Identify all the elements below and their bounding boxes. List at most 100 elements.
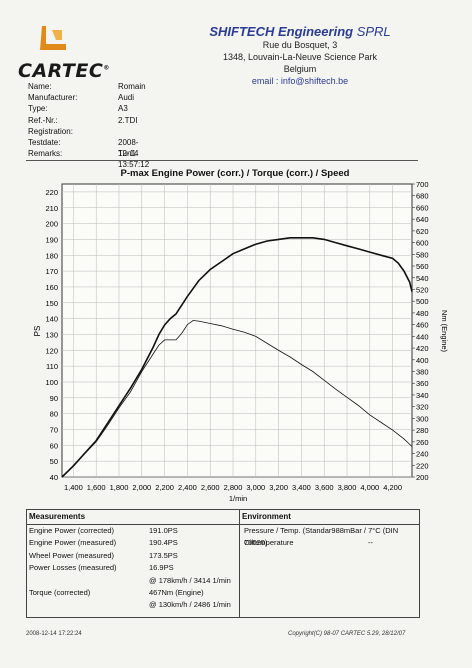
vehicle-info-value: Romain <box>118 82 146 91</box>
y-right-tick-label: 680 <box>416 192 429 201</box>
y-axis-right-label: Nm (Engine) <box>440 310 449 353</box>
environment-value: -- <box>368 538 373 548</box>
company-email: email : info@shiftech.be <box>251 76 349 86</box>
y-right-tick-label: 300 <box>416 414 429 423</box>
vehicle-info-label: Manufacturer: <box>28 93 78 103</box>
y-axis-left-label: PS <box>33 326 42 337</box>
results-table: Measurements Engine Power (corrected) 191… <box>26 509 420 618</box>
measurement-value: 16.9PS <box>149 563 174 573</box>
vehicle-info-value: A3 <box>118 104 128 114</box>
y-left-tick-label: 190 <box>45 235 58 244</box>
measurement-label: Engine Power (corrected) <box>29 526 115 535</box>
y-left-tick-label: 50 <box>50 457 58 466</box>
environment-row: Pressure / Temp. (Standar988mBar / 7°C (… <box>240 525 419 547</box>
environment-panel: Environment Pressure / Temp. (Standar988… <box>240 510 419 617</box>
cartec-logo-icon <box>40 26 66 50</box>
y-left-tick-label: 120 <box>45 346 58 355</box>
y-left-tick-label: 40 <box>50 473 58 482</box>
y-left-tick-label: 170 <box>45 267 58 276</box>
dyno-chart: 1,400 1,600 1,800 2,000 2,200 2,400 2,600 2,800… <box>33 180 449 503</box>
y-right-tick-label: 360 <box>416 379 429 388</box>
copyright: Copyright(C) 98-07 CARTEC 5.29, 28/12/07 <box>288 631 406 637</box>
y-left-tick-label: 210 <box>45 204 58 213</box>
environment-label: Pressure / Temp. (Standar988mBar / 7°C (… <box>244 526 399 548</box>
x-tick-label: 2,200 <box>155 483 174 492</box>
measurement-row: Engine Power (corrected) 191.0PS <box>27 525 239 537</box>
x-tick-label: 3,600 <box>315 483 334 492</box>
x-tick-label: 1,400 <box>64 483 83 492</box>
y-right-tick-label: 460 <box>416 321 429 330</box>
x-tick-label: 2,600 <box>201 483 220 492</box>
x-tick-label: 2,000 <box>132 483 151 492</box>
vehicle-info-value: 2.TDI <box>118 115 138 125</box>
y-left-tick-label: 220 <box>45 188 58 197</box>
measurement-row: Torque (corrected) 467Nm (Engine) <box>27 587 239 599</box>
torque-curve <box>61 320 413 478</box>
y-right-tick-label: 700 <box>416 180 429 189</box>
y-left-tick-label: 200 <box>45 220 58 229</box>
measurement-value: @ 178km/h / 3414 1/min <box>149 575 231 585</box>
measurement-row: @ 130km/h / 2486 1/min <box>27 599 239 611</box>
y-left-tick-label: 160 <box>45 283 58 292</box>
y-right-tick-label: 620 <box>416 227 429 236</box>
vehicle-info-label: Name: <box>28 82 52 91</box>
divider <box>26 160 418 161</box>
y-right-tick-label: 540 <box>416 274 429 283</box>
x-axis-label: 1/min <box>229 494 247 503</box>
x-tick-label: 4,000 <box>360 483 379 492</box>
measurement-value: @ 130km/h / 2486 1/min <box>149 600 231 610</box>
y-right-tick-label: 400 <box>416 356 429 365</box>
y-right-tick-label: 520 <box>416 285 429 294</box>
measurement-label: Engine Power (measured) <box>29 538 117 548</box>
measurement-row: Wheel Power (measured) 173.5PS <box>27 550 239 562</box>
y-right-tick-label: 480 <box>416 309 429 318</box>
measurements-panel: Measurements Engine Power (corrected) 191… <box>27 510 240 617</box>
vehicle-info-label: Remarks: <box>28 149 63 159</box>
company-address-1: Rue du Bosquet, 3 <box>262 40 338 50</box>
y-right-tick-label: 340 <box>416 391 429 400</box>
vehicle-info-label: Registration: <box>28 126 73 136</box>
environment-header: Environment <box>240 510 419 525</box>
chart-title: P-max Engine Power (corr.) / Torque (cor… <box>120 168 350 179</box>
company-address-2: 1348, Louvain-La-Neuve Science Park <box>222 52 378 62</box>
x-tick-label: 3,000 <box>246 483 265 492</box>
measurement-value: 467Nm (Engine) <box>149 587 204 597</box>
y-left-tick-label: 60 <box>50 441 58 450</box>
environment-label: Oiltemperature <box>244 538 294 548</box>
y-right-tick-label: 660 <box>416 203 429 212</box>
measurement-row: Engine Power (measured) 190.4PS <box>27 537 239 549</box>
x-tick-label: 2,400 <box>178 483 197 492</box>
measurement-label: Power Losses (measured) <box>29 563 117 573</box>
company-header: SHIFTECH Engineering SPRL Rue du Bosquet… <box>150 24 450 87</box>
y-right-tick-label: 420 <box>416 344 429 353</box>
y-right-tick-label: 560 <box>416 262 429 271</box>
y-right-tick-label: 440 <box>416 332 429 341</box>
y-left-tick-label: 80 <box>50 410 58 419</box>
measurement-value: 173.5PS <box>149 550 178 560</box>
vehicle-info-label: Testdate: <box>28 137 61 147</box>
measurement-label: Wheel Power (measured) <box>29 550 115 560</box>
y-left-tick-label: 130 <box>45 330 58 339</box>
y-right-tick-label: 600 <box>416 239 429 248</box>
y-left-tick-label: 90 <box>50 394 58 403</box>
power-curve <box>61 237 413 478</box>
y-right-tick-label: 380 <box>416 368 429 377</box>
y-left-tick-label: 100 <box>45 378 58 387</box>
measurement-row: @ 178km/h / 3414 1/min <box>27 575 239 587</box>
y-left-tick-label: 70 <box>50 425 58 434</box>
x-tick-label: 3,800 <box>338 483 357 492</box>
y-right-tick-label: 240 <box>416 450 429 459</box>
y-right-tick-label: 260 <box>416 438 429 447</box>
company-name: SHIFTECH Engineering SPRL <box>209 24 391 39</box>
vehicle-info-value: 2008-12-14 13:57:12 <box>118 137 150 170</box>
vehicle-info-label: Type: <box>28 104 48 114</box>
y-left-tick-label: 150 <box>45 299 58 308</box>
x-tick-label: 1,800 <box>110 483 129 492</box>
x-tick-label: 4,200 <box>383 483 402 492</box>
measurement-value: 191.0PS <box>149 526 178 535</box>
y-left-tick-label: 140 <box>45 315 58 324</box>
environment-row: Oiltemperature -- <box>240 537 419 549</box>
y-right-tick-label: 500 <box>416 297 429 306</box>
y-right-tick-label: 220 <box>416 461 429 470</box>
y-right-tick-label: 640 <box>416 215 429 224</box>
